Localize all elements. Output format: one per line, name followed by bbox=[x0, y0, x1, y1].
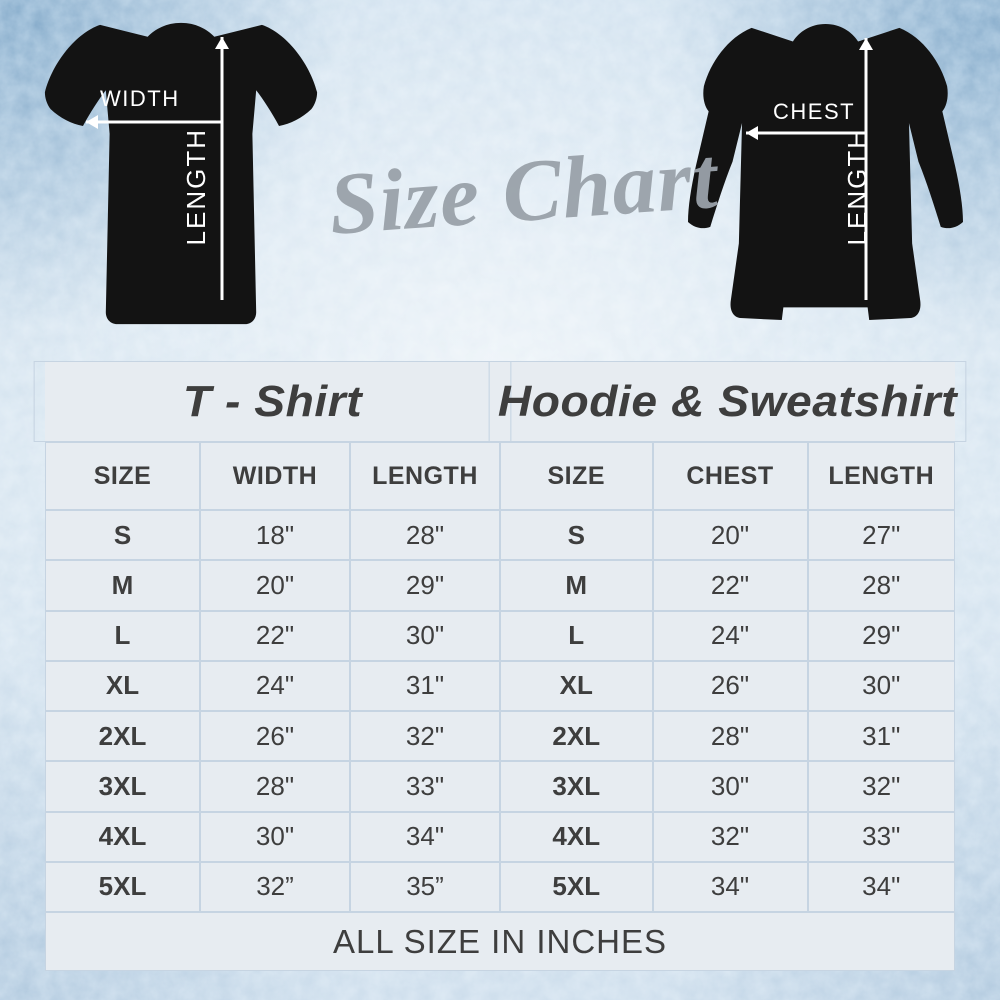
svg-text:Size Chart: Size Chart bbox=[326, 130, 722, 254]
